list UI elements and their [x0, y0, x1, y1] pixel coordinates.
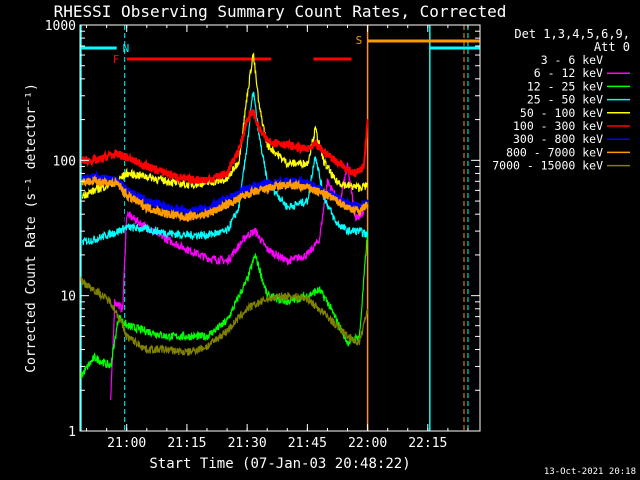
- series-line: [79, 276, 369, 356]
- series-line: [110, 162, 365, 400]
- y-tick-label: 1000: [45, 19, 76, 34]
- legend-header-detectors: Det 1,3,4,5,6,9,: [514, 27, 630, 41]
- legend-label: 100 - 300 keV: [513, 119, 603, 133]
- legend-label: 12 - 25 keV: [527, 79, 603, 93]
- y-tick-label: 100: [53, 154, 76, 169]
- legend-label: 50 - 100 keV: [520, 106, 603, 120]
- series-line: [79, 229, 369, 379]
- plot-frame: [79, 24, 481, 432]
- y-tick-label: 1: [68, 425, 76, 440]
- series-line: [81, 91, 369, 246]
- x-tick-label: 21:30: [228, 436, 267, 451]
- flare-label: F: [113, 53, 120, 66]
- x-tick-label: 21:15: [167, 436, 206, 451]
- x-axis-label: Start Time (07-Jan-03 20:48:22): [149, 456, 410, 472]
- series-line: [81, 108, 369, 185]
- series-layer: [79, 52, 369, 400]
- legend-label: 300 - 800 keV: [513, 132, 603, 146]
- legend-label: 7000 - 15000 keV: [492, 159, 603, 173]
- night-label: N: [123, 42, 130, 55]
- legend-header-attenuator: Att 0: [594, 40, 630, 54]
- legend-label: 800 - 7000 keV: [506, 145, 603, 159]
- x-tick-label: 22:15: [408, 436, 447, 451]
- series-line: [81, 174, 369, 223]
- legend-label: 6 - 12 keV: [534, 66, 603, 80]
- x-tick-label: 21:45: [288, 436, 327, 451]
- y-axis-label: Corrected Count Rate (s⁻¹ detector⁻¹): [24, 83, 39, 373]
- x-tick-label: 22:00: [348, 436, 387, 451]
- axes: 21:00 21:15 21:30 21:45 22:00 22:15 1 10 100 1000: [45, 19, 481, 451]
- legend-label: 3 - 6 keV: [541, 53, 603, 67]
- legend-label: 25 - 50 keV: [527, 93, 603, 107]
- saa-label: S: [356, 34, 363, 47]
- timestamp: 13-Oct-2021 20:18: [544, 467, 636, 477]
- y-tick-label: 10: [60, 290, 76, 305]
- x-tick-label: 21:00: [107, 436, 146, 451]
- chart-title: RHESSI Observing Summary Count Rates, Co…: [54, 2, 507, 21]
- plot-area: N S F: [80, 25, 480, 431]
